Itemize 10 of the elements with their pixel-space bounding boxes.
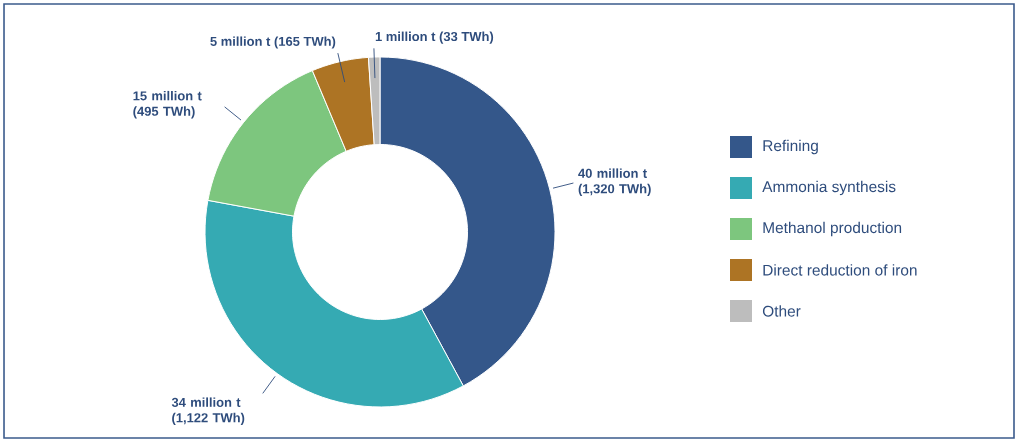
legend-label: Refining [763,139,818,155]
data-label: 1 million t (33 TWh) [375,31,494,44]
legend-label: Ammonia synthesis [762,180,896,196]
data-label: 34 million t (1,122 TWh) [171,397,245,425]
legend-label: Other [762,305,801,317]
data-label: 15 million t (495 TWh) [133,90,202,119]
data-label: 5 million t (165 TWh) [210,36,336,49]
legend-label: Methanol production [763,221,902,237]
data-label: 40 million t (1,320 TWh) [578,168,651,196]
legend-label: Direct reduction of iron [763,264,917,276]
